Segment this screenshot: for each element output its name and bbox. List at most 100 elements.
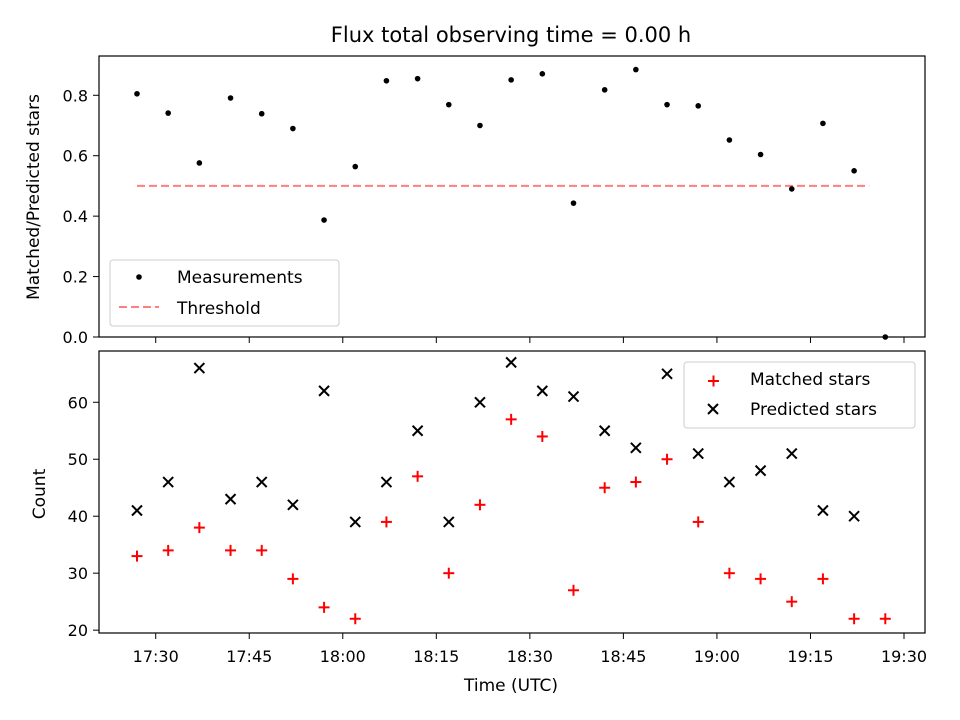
bottom-y-ticks: 20 30 40 50 60 <box>68 393 99 640</box>
measurement-point <box>851 168 857 174</box>
measurement-point <box>633 66 639 73</box>
matched-star-point <box>817 573 829 585</box>
x-tick-label: 18:45 <box>600 647 646 666</box>
measurement-point <box>508 77 514 83</box>
top-legend: Measurements Threshold <box>109 259 340 327</box>
measurement-point <box>664 101 670 108</box>
predicted-star-point <box>380 476 393 488</box>
predicted-star-point <box>162 476 174 488</box>
measurement-point <box>726 137 733 143</box>
matched-star-point <box>443 567 455 579</box>
measurement-point <box>788 186 795 192</box>
predicted-star-point <box>131 504 143 517</box>
predicted-star-point <box>692 447 704 460</box>
measurement-point <box>290 125 296 132</box>
measurement-point <box>445 101 452 108</box>
x-tick-label: 17:30 <box>133 647 179 666</box>
x-tick-label: 18:15 <box>413 647 459 666</box>
matched-star-point <box>879 613 891 625</box>
x-tick-label: 17:45 <box>226 647 272 666</box>
matched-star-point <box>131 550 143 562</box>
predicted-star-point <box>723 476 736 488</box>
x-axis-label: Time (UTC) <box>463 676 558 696</box>
measurement-point <box>134 90 140 97</box>
predicted-star-point <box>754 464 767 477</box>
predicted-star-point <box>224 493 237 505</box>
matched-star-point <box>162 544 174 556</box>
matched-star-point <box>225 544 237 556</box>
bottom-axes: 20 30 40 50 60 17:30 17:45 18:00 18:15 18:30 18:4… <box>30 350 927 696</box>
top-axes-frame <box>98 55 926 338</box>
predicted-star-point <box>848 510 860 522</box>
bottom-y-tick-label: 50 <box>68 450 88 469</box>
top-axes: 0.00.20.40.60.8 Matched/Predicted stars … <box>24 55 926 347</box>
predicted-star-point <box>474 396 486 408</box>
legend-measurements-marker <box>136 274 142 280</box>
predicted-stars-points <box>131 356 860 528</box>
bottom-axes-frame <box>98 350 926 634</box>
predicted-star-point <box>567 390 580 403</box>
measurement-point <box>570 200 577 206</box>
top-y-tick-label: 0.2 <box>63 268 88 287</box>
bottom-y-axis-label: Count <box>30 468 50 519</box>
matched-star-point <box>630 476 642 488</box>
measurement-point <box>695 103 702 109</box>
predicted-star-point <box>786 447 798 460</box>
matched-star-point <box>568 584 580 596</box>
top-y-tick-label: 0.6 <box>63 147 88 166</box>
matched-star-point <box>380 516 392 528</box>
bottom-legend-box <box>683 361 916 429</box>
legend-matched-marker <box>708 375 719 387</box>
measurement-point <box>196 160 203 166</box>
matched-star-point <box>474 499 486 511</box>
matched-star-point <box>723 567 735 579</box>
predicted-star-point <box>256 476 268 488</box>
measurement-point <box>414 75 421 82</box>
top-y-axis-label: Matched/Predicted stars <box>24 94 44 300</box>
legend-measurements-label: Measurements <box>177 268 303 288</box>
matched-star-point <box>786 596 798 608</box>
measurement-point <box>258 110 265 117</box>
legend-predicted-marker <box>707 403 719 415</box>
predicted-star-point <box>630 442 642 454</box>
measurement-points <box>134 66 889 340</box>
chart-title: Flux total observing time = 0.00 h <box>331 23 691 47</box>
matched-star-point <box>287 573 299 585</box>
top-legend-box <box>109 259 340 327</box>
matched-star-point <box>848 613 860 625</box>
matched-star-point <box>412 470 424 482</box>
matched-star-point <box>536 430 548 442</box>
measurement-point <box>165 110 171 116</box>
matched-star-point <box>256 544 268 556</box>
predicted-star-point <box>817 504 829 517</box>
bottom-y-tick-label: 40 <box>68 507 88 526</box>
predicted-star-point <box>536 385 549 397</box>
bottom-x-ticks: 17:30 17:45 18:00 18:15 18:30 18:45 19:00 19:15… <box>133 633 927 666</box>
matched-star-point <box>599 482 611 494</box>
bottom-legend: Matched stars Predicted stars <box>683 361 916 429</box>
predicted-star-point <box>287 499 299 511</box>
legend-threshold-label: Threshold <box>176 299 261 319</box>
matched-star-point <box>505 413 517 425</box>
x-tick-label: 19:15 <box>787 647 833 666</box>
matched-star-point <box>318 601 330 613</box>
measurement-point <box>352 163 359 170</box>
predicted-star-point <box>598 425 611 437</box>
predicted-star-point <box>661 368 673 380</box>
top-y-ticks: 0.0 0.2 0.4 0.6 0.8 <box>63 86 99 347</box>
matched-stars-points <box>131 413 891 625</box>
predicted-star-point <box>443 516 455 528</box>
x-tick-label: 19:00 <box>694 647 740 666</box>
predicted-star-point <box>349 516 361 528</box>
measurement-point <box>601 87 608 93</box>
matched-star-point <box>349 613 361 625</box>
predicted-star-point <box>505 356 517 369</box>
measurement-point <box>321 217 327 223</box>
measurement-point <box>539 71 546 77</box>
measurement-point <box>757 151 764 158</box>
x-tick-label: 19:30 <box>881 647 927 666</box>
matched-star-point <box>692 516 704 528</box>
top-y-tick-label: 0.4 <box>63 207 88 226</box>
top-x-ticks <box>155 337 905 343</box>
